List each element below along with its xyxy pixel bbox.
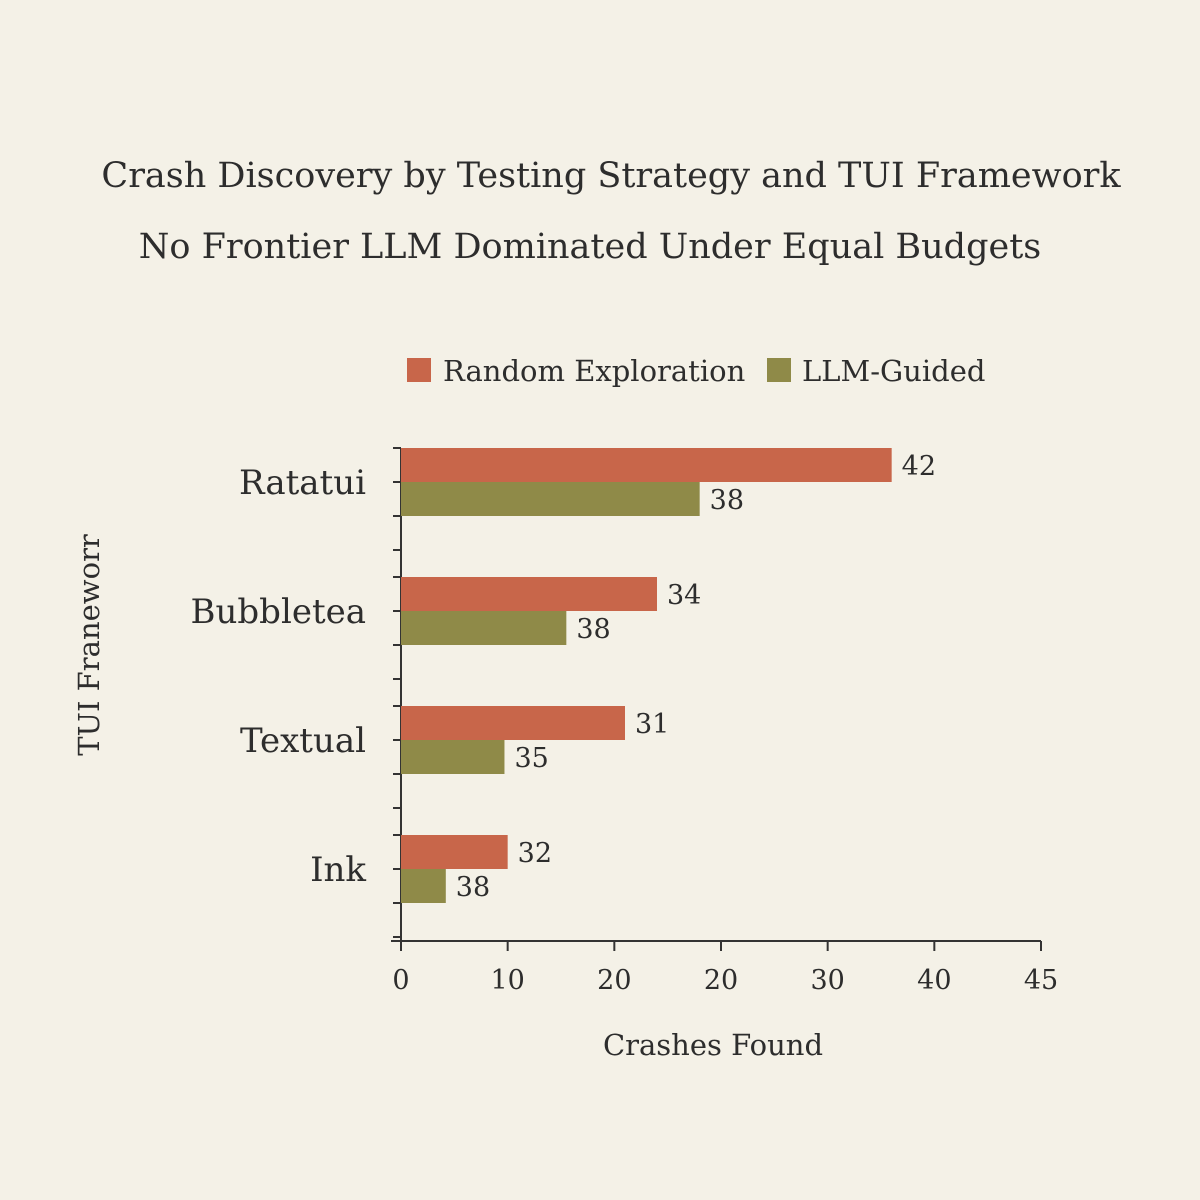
bar-random [401, 706, 625, 740]
data-label: 35 [514, 743, 548, 774]
x-tick-label: 10 [490, 965, 524, 996]
data-label: 38 [456, 872, 490, 903]
chart-subtitle: No Frontier LLM Dominated Under Equal Bu… [139, 227, 1041, 267]
x-tick-label: 45 [1024, 965, 1058, 996]
bar-llm [401, 482, 700, 516]
bar-llm [401, 869, 446, 903]
plot-area: 0 10 20 20 30 40 45 Ratatui 42 38 Bubbletea 34 38 Tex… [191, 447, 1058, 996]
y-axis-title: TUI Franeworr [72, 534, 106, 756]
x-tick-label: 0 [392, 965, 409, 996]
bar-random [401, 577, 657, 611]
bar-llm [401, 740, 505, 774]
legend-swatch-random [407, 358, 431, 382]
data-label: 38 [710, 485, 744, 516]
legend-swatch-llm [767, 358, 791, 382]
data-label: 42 [902, 451, 936, 482]
bar-random [401, 448, 892, 482]
category-label: Textual [240, 721, 366, 761]
chart-title: Crash Discovery by Testing Strategy and … [101, 156, 1121, 196]
x-tick-label: 30 [810, 965, 844, 996]
x-tick-label: 20 [597, 965, 631, 996]
data-label: 34 [667, 580, 701, 611]
bar-llm [401, 611, 567, 645]
category-label: Bubbletea [191, 592, 366, 632]
legend-label-llm: LLM-Guided [802, 354, 985, 388]
legend-label-random: Random Exploration [443, 354, 745, 388]
bar-random [401, 835, 508, 869]
data-label: 32 [518, 838, 552, 869]
x-axis-title: Crashes Found [603, 1028, 823, 1062]
data-label: 38 [576, 614, 610, 645]
x-tick-label: 20 [704, 965, 738, 996]
x-tick-label: 40 [917, 965, 951, 996]
category-label: Ink [310, 850, 366, 890]
legend: Random Exploration LLM-Guided [407, 354, 985, 388]
data-label: 31 [635, 709, 669, 740]
category-label: Ratatui [239, 463, 366, 503]
